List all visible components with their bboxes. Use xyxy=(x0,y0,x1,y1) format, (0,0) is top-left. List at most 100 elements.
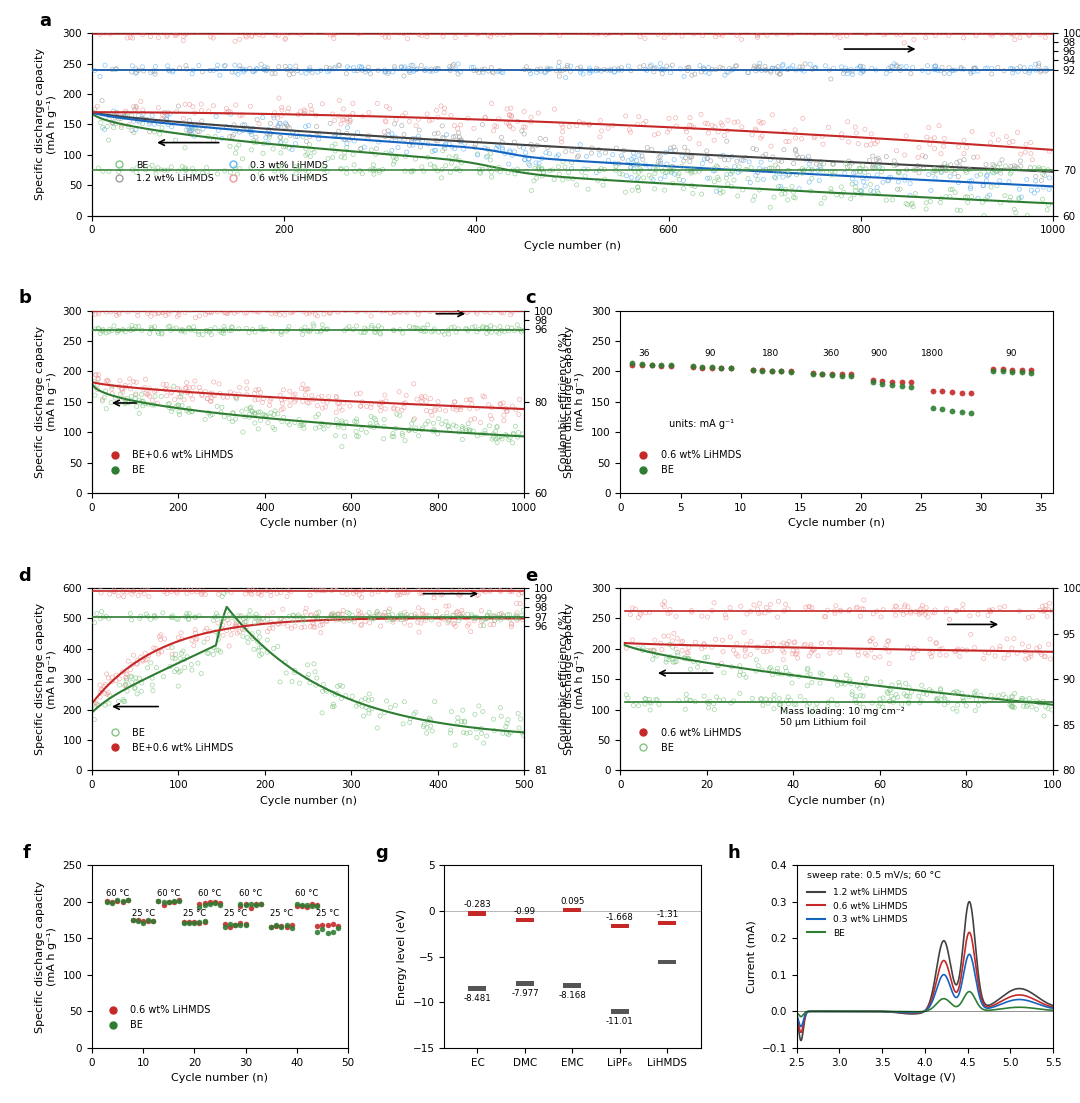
Point xyxy=(161,105,178,122)
Point xyxy=(486,721,503,739)
Point xyxy=(984,640,1001,657)
Point xyxy=(395,580,413,598)
Text: 180: 180 xyxy=(762,349,780,358)
Point xyxy=(643,141,660,159)
Point xyxy=(349,124,366,141)
Point xyxy=(92,324,109,342)
Point xyxy=(140,646,158,664)
Point xyxy=(991,638,1009,655)
Point xyxy=(259,623,276,641)
Point xyxy=(224,128,241,146)
Point xyxy=(401,318,418,335)
Point xyxy=(856,21,874,39)
Point xyxy=(762,641,780,658)
Point xyxy=(1027,168,1044,185)
Point xyxy=(348,410,365,428)
Point xyxy=(684,148,701,165)
Point xyxy=(854,62,872,79)
Point xyxy=(473,581,490,599)
Point xyxy=(406,606,423,623)
Point xyxy=(395,583,413,601)
Point xyxy=(117,394,134,411)
Point xyxy=(882,687,900,705)
Point xyxy=(888,56,905,74)
Point xyxy=(249,390,267,408)
Point xyxy=(914,597,931,614)
Point xyxy=(677,686,694,704)
Point xyxy=(338,586,355,603)
Point xyxy=(222,583,240,601)
Point xyxy=(832,22,849,40)
Point xyxy=(144,670,161,687)
Point xyxy=(391,383,408,400)
Point xyxy=(445,607,462,624)
Point xyxy=(474,318,491,335)
Point xyxy=(449,65,467,83)
Point xyxy=(180,320,198,338)
Point xyxy=(186,913,203,931)
Point xyxy=(929,161,946,179)
Point xyxy=(230,136,247,153)
Point xyxy=(707,182,725,200)
Point xyxy=(494,301,511,319)
Point xyxy=(148,382,165,399)
Point xyxy=(1003,694,1021,711)
Point xyxy=(967,60,984,77)
Point xyxy=(858,25,875,43)
Point xyxy=(920,119,937,137)
Point xyxy=(202,321,219,339)
Point xyxy=(372,618,389,635)
Point xyxy=(399,585,416,602)
Point xyxy=(591,141,608,159)
Point xyxy=(228,139,245,157)
Point xyxy=(777,703,794,720)
Point xyxy=(181,301,199,319)
Point xyxy=(193,386,211,404)
Point xyxy=(936,159,954,176)
Point xyxy=(153,643,171,661)
Point xyxy=(136,652,153,670)
Point xyxy=(178,401,195,419)
Point xyxy=(370,396,388,414)
Point xyxy=(622,606,639,623)
Point xyxy=(743,23,760,41)
Point xyxy=(132,394,149,411)
Point xyxy=(94,92,111,109)
Point xyxy=(629,152,646,170)
Point xyxy=(491,163,509,181)
0.6 wt% LiHMDS xyxy=(993,996,1005,1009)
Point xyxy=(994,25,1011,43)
Point xyxy=(138,651,156,668)
Point xyxy=(437,413,455,430)
Point xyxy=(131,392,148,409)
Point xyxy=(410,578,428,596)
Point xyxy=(613,149,631,167)
Point xyxy=(402,617,419,634)
Point xyxy=(401,714,418,731)
Point xyxy=(339,119,356,137)
Point xyxy=(107,672,124,689)
Point xyxy=(865,131,882,149)
Point xyxy=(596,161,613,179)
Point xyxy=(910,687,928,705)
Point xyxy=(202,622,219,640)
Point xyxy=(205,373,222,390)
Point xyxy=(490,159,508,176)
Text: -7.977: -7.977 xyxy=(511,989,539,998)
Point xyxy=(450,128,468,146)
Point xyxy=(167,610,185,628)
Point xyxy=(309,609,326,627)
Point xyxy=(139,304,157,322)
Point xyxy=(283,673,300,690)
Point xyxy=(271,306,288,323)
Point xyxy=(287,164,305,182)
Point xyxy=(149,159,166,176)
Point xyxy=(490,606,508,623)
Point xyxy=(389,23,406,41)
Point xyxy=(319,613,336,631)
Point xyxy=(231,31,248,49)
Point xyxy=(271,128,288,146)
Point xyxy=(771,65,788,83)
Point xyxy=(927,26,944,44)
Point xyxy=(488,418,505,436)
